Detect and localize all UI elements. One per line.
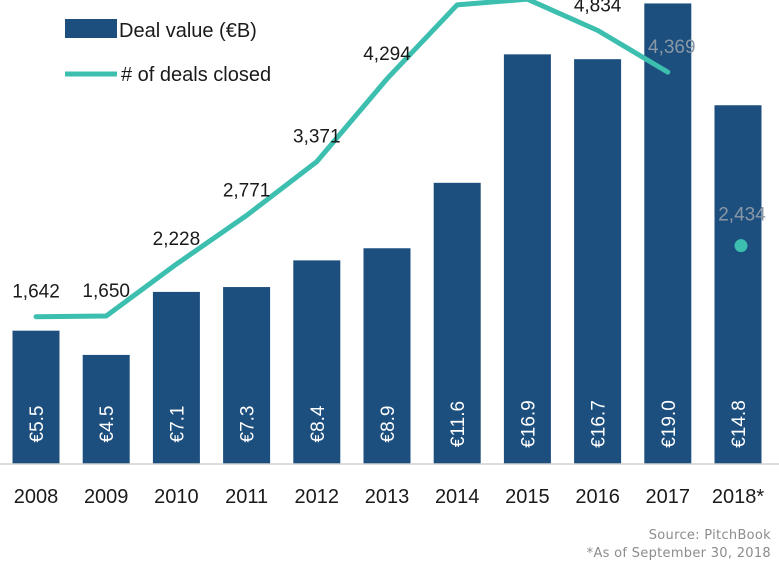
line-path (33, 0, 671, 320)
legend-line-label: # of deals closed (121, 64, 271, 86)
x-axis-ticks: 2008 2009 2010 2011 2012 2013 2014 2015 2016 2017… (14, 486, 765, 508)
bar-value-label: €7.1 (167, 406, 188, 443)
bar-value-label: €11.6 (448, 401, 469, 447)
line-value-label: 1,642 (12, 282, 60, 303)
x-tick-label: 2008 (14, 486, 59, 508)
bar (223, 287, 271, 464)
bar-value-label: €16.7 (589, 400, 610, 448)
x-tick-label: 2013 (365, 486, 410, 508)
bar (293, 260, 341, 464)
line-value-label: 3,371 (293, 127, 341, 148)
x-tick-label: 2015 (505, 486, 550, 508)
line-value-label: 4,369 (648, 37, 696, 58)
bar (574, 59, 622, 464)
x-tick-label: 2017 (646, 486, 691, 508)
legend-bar-swatch (65, 19, 117, 38)
bar-value-label: €8.9 (378, 406, 399, 443)
bar (152, 291, 200, 464)
line-value-label: 2,228 (153, 229, 201, 250)
bar-value-label: €19.0 (659, 400, 680, 448)
bar-value-label: €4.5 (97, 406, 118, 443)
line-labels: 1,6421,6502,2282,7713,3714,2945,1195,182… (12, 0, 766, 303)
bar-value-label: €14.8 (729, 400, 750, 448)
x-tick-label: 2016 (575, 486, 620, 508)
x-tick-label: 2010 (154, 486, 199, 508)
x-tick-label: 2014 (435, 486, 480, 508)
as-of-note: *As of September 30, 2018 (586, 546, 771, 561)
bar-series: €5.5 €4.5 €7.1 €7.3 €8.4 €8.9 €11.6 €16.9 €16.7 €… (12, 3, 762, 465)
x-tick-label: 2018* (712, 486, 764, 508)
bar-value-label: €8.4 (308, 405, 329, 442)
x-tick-label: 2012 (295, 486, 340, 508)
bar-value-label: €7.3 (238, 406, 259, 443)
bar-value-label: €16.9 (518, 400, 539, 448)
line-point (734, 239, 748, 253)
line-value-label: 1,650 (82, 281, 130, 302)
line-value-label: 2,434 (718, 205, 766, 226)
line-value-label: 4,834 (574, 0, 622, 16)
x-tick-label: 2011 (225, 486, 268, 508)
source-note: Source: PitchBook (648, 528, 771, 543)
legend-bar-label: Deal value (€B) (119, 20, 257, 42)
bar (503, 54, 551, 465)
bar (82, 354, 130, 464)
line-value-label: 2,771 (223, 180, 271, 201)
line-series (33, 0, 748, 320)
bar (644, 3, 692, 464)
bar (363, 248, 411, 464)
bar (433, 182, 481, 465)
bar (714, 105, 762, 465)
bar-value-label: €5.5 (27, 406, 48, 443)
bar (12, 330, 60, 464)
x-tick-label: 2009 (84, 486, 129, 508)
line-value-label: 4,294 (363, 44, 411, 65)
legend: Deal value (€B) # of deals closed (65, 19, 271, 86)
